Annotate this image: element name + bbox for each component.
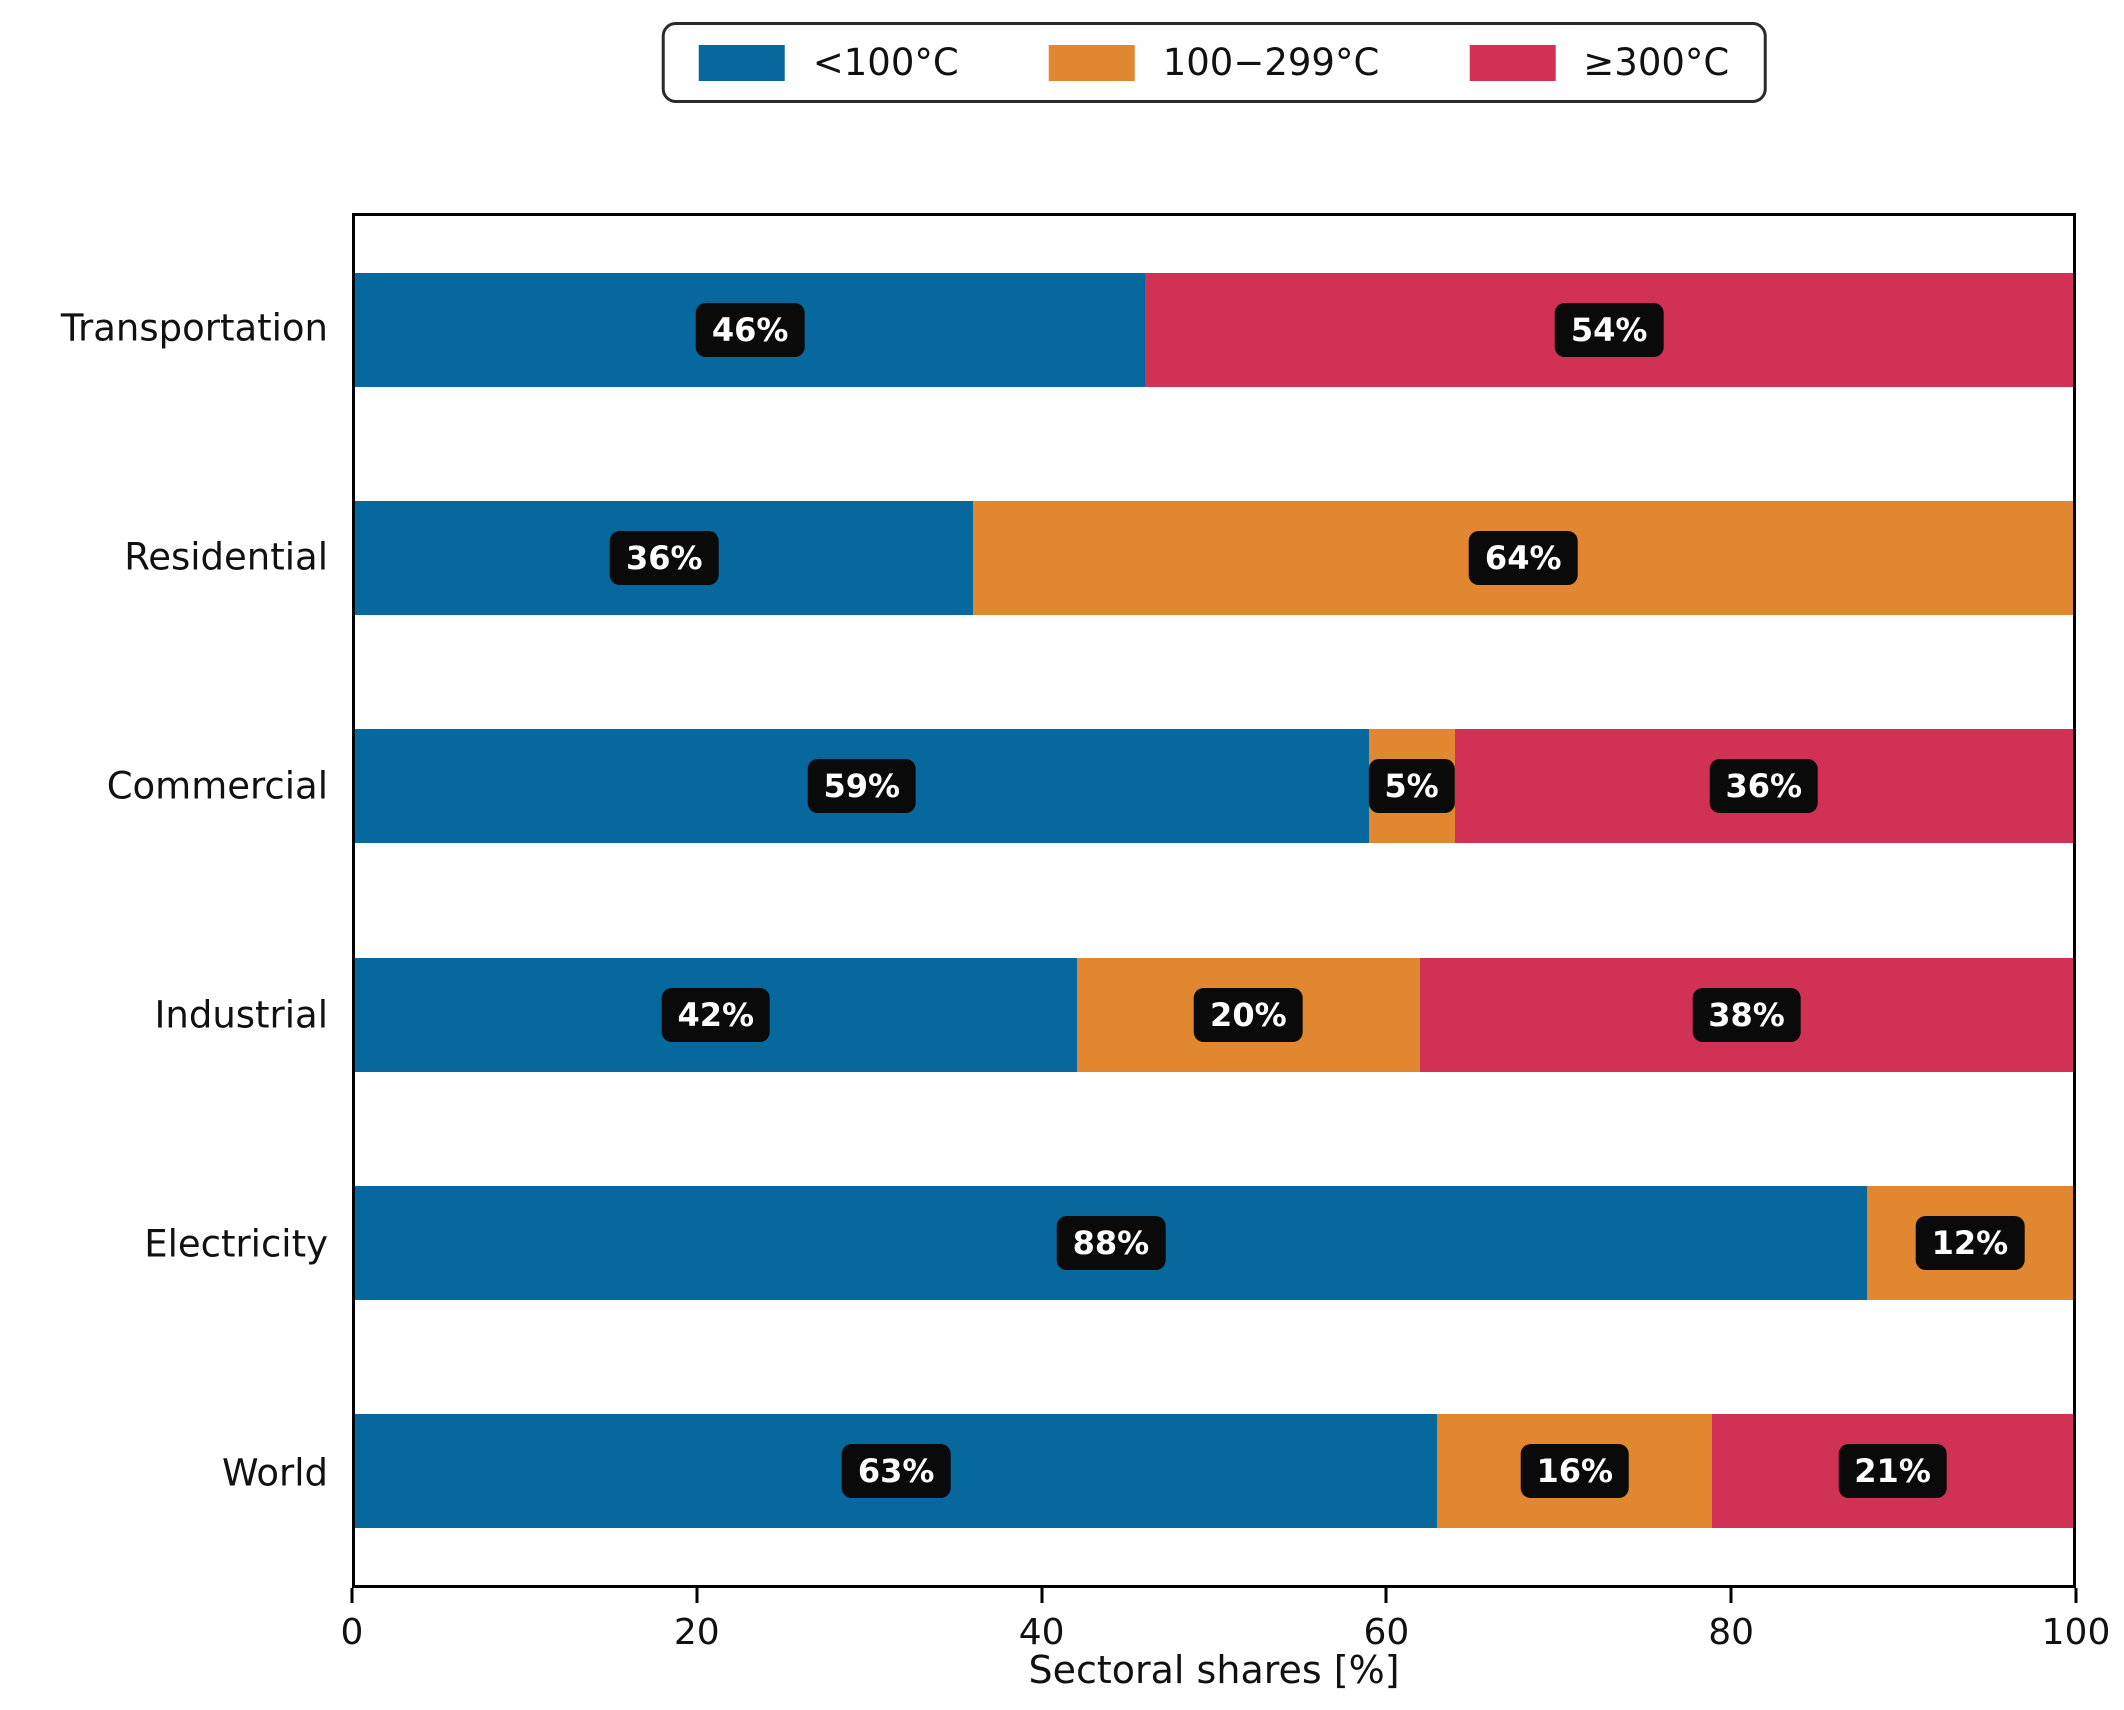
bar-value-label: 20%: [1194, 987, 1303, 1042]
stacked-bar-residential: 36% 64%: [355, 501, 2073, 616]
legend: <100°C 100−299°C ≥300°C: [661, 22, 1767, 103]
legend-swatch-icon: [698, 44, 785, 81]
bar-row: 42% 20% 38%: [355, 900, 2073, 1128]
bar-segment: 42%: [355, 957, 1077, 1072]
x-tick-label: 0: [340, 1612, 364, 1653]
bar-value-label: 36%: [609, 531, 719, 586]
stacked-bar-world: 63% 16% 21%: [355, 1413, 2073, 1528]
y-axis-label-commercial: Commercial: [106, 764, 328, 808]
bar-value-label: 16%: [1520, 1443, 1630, 1498]
bar-value-label: 42%: [661, 987, 771, 1042]
bar-value-label: 46%: [695, 303, 805, 358]
bar-segment: 16%: [1437, 1413, 1713, 1528]
x-tick-label: 20: [673, 1612, 720, 1653]
legend-item-label: ≥300°C: [1583, 41, 1730, 84]
bar-segment: 5%: [1368, 729, 1455, 844]
x-tick-mark: [695, 1588, 699, 1603]
bar-segment: 63%: [355, 1413, 1438, 1528]
legend-item-label: <100°C: [812, 41, 959, 84]
bar-segment: 46%: [355, 273, 1146, 388]
bar-value-label: 54%: [1554, 303, 1664, 358]
stacked-bar-electricity: 88% 12%: [355, 1185, 2073, 1300]
x-tick-label: 40: [1018, 1612, 1065, 1653]
bar-value-label: 38%: [1692, 987, 1801, 1042]
bar-value-label: 59%: [807, 759, 917, 814]
bar-segment: 21%: [1712, 1413, 2073, 1528]
bar-row: 88% 12%: [355, 1129, 2073, 1357]
bar-segment: 36%: [355, 501, 974, 616]
plot-area: 46% 54% 36% 64% 59% 5% 36% 42% 20% 38% 88% 12% 63% 16…: [352, 213, 2076, 1588]
legend-item-label: 100−299°C: [1162, 41, 1380, 84]
y-axis-label-transportation: Transportation: [60, 306, 328, 350]
x-tick-label: 80: [1708, 1612, 1755, 1653]
bar-row: 63% 16% 21%: [355, 1357, 2073, 1585]
bar-segment: 12%: [1866, 1185, 2073, 1300]
bar-row: 46% 54%: [355, 216, 2073, 444]
x-axis-ticks: 0 20 40 60 80 100: [341, 1588, 2110, 1668]
x-tick-label: 100: [2041, 1612, 2111, 1653]
bar-row: 59% 5% 36%: [355, 672, 2073, 900]
bar-value-label: 12%: [1915, 1215, 2025, 1270]
bar-value-label: 64%: [1468, 531, 1578, 586]
x-tick-mark: [1384, 1588, 1388, 1603]
bar-segment: 64%: [973, 501, 2073, 616]
x-axis-title: Sectoral shares [%]: [1028, 1648, 1400, 1692]
bar-value-label: 63%: [841, 1443, 951, 1498]
y-axis-label-world: World: [221, 1451, 328, 1495]
bar-value-label: 21%: [1838, 1443, 1947, 1498]
legend-swatch-icon: [1048, 44, 1135, 81]
bar-segment: 54%: [1145, 273, 2073, 388]
x-tick-mark: [1040, 1588, 1044, 1603]
bar-value-label: 36%: [1709, 759, 1819, 814]
bar-value-label: 5%: [1368, 759, 1455, 814]
y-axis-labels: Transportation Residential Commercial Indus…: [0, 213, 694, 1588]
legend-item: ≥300°C: [1469, 41, 1729, 84]
x-tick-mark: [350, 1588, 354, 1603]
bar-segment: 20%: [1076, 957, 1421, 1072]
legend-item: <100°C: [698, 41, 959, 84]
x-tick-mark: [2074, 1588, 2078, 1603]
x-tick-label: 60: [1363, 1612, 1410, 1653]
y-axis-label-industrial: Industrial: [154, 993, 328, 1037]
stacked-bar-commercial: 59% 5% 36%: [355, 729, 2073, 844]
bar-segment: 38%: [1420, 957, 2073, 1072]
y-axis-label-residential: Residential: [124, 535, 328, 579]
x-tick-mark: [1729, 1588, 1733, 1603]
bar-segment: 88%: [355, 1185, 1867, 1300]
y-axis-label-electricity: Electricity: [144, 1222, 328, 1266]
bar-row: 36% 64%: [355, 444, 2073, 672]
bar-segment: 36%: [1454, 729, 2073, 844]
bar-segment: 59%: [355, 729, 1369, 844]
legend-swatch-icon: [1469, 44, 1556, 81]
stacked-bar-industrial: 42% 20% 38%: [355, 957, 2073, 1072]
stacked-bar-transportation: 46% 54%: [355, 273, 2073, 388]
legend-item: 100−299°C: [1048, 41, 1380, 84]
bar-value-label: 88%: [1056, 1215, 1166, 1270]
